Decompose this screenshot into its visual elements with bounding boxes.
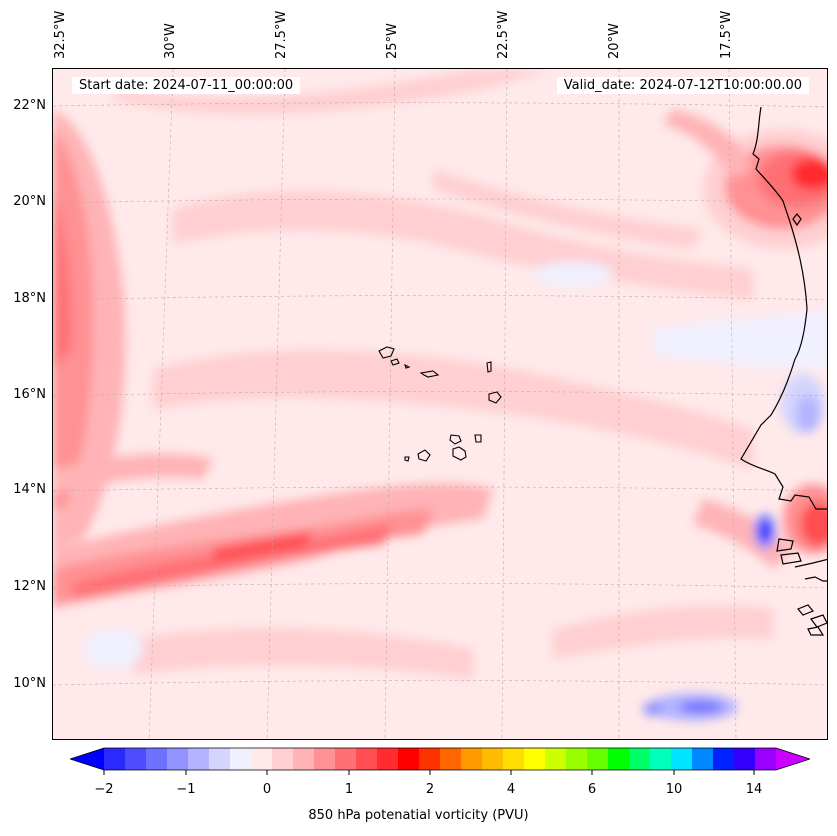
- colorbar-bin: [608, 748, 630, 770]
- colorbar: [70, 747, 810, 775]
- colorbar-min-extension: [70, 748, 104, 770]
- colorbar-bin: [671, 748, 693, 770]
- colorbar-bin: [230, 748, 252, 770]
- colorbar-bin: [167, 748, 189, 770]
- lon-label-27-5w: 27.5°W: [274, 10, 289, 59]
- africa-coastline: [740, 106, 827, 636]
- colorbar-bin: [692, 748, 714, 770]
- lon-label-17-5w: 17.5°W: [719, 10, 734, 59]
- map-panel[interactable]: Start date: 2024-07-11_00:00:00 Valid_da…: [52, 68, 828, 740]
- start-date-box: Start date: 2024-07-11_00:00:00: [72, 77, 301, 94]
- colorbar-max-extension: [776, 748, 810, 770]
- colorbar-bin: [503, 748, 525, 770]
- colorbar-bin: [419, 748, 441, 770]
- colorbar-bin: [629, 748, 651, 770]
- cb-tick-6: 6: [587, 782, 597, 797]
- cb-tick-4: 4: [506, 782, 516, 797]
- colorbar-bin: [251, 748, 273, 770]
- colorbar-bin: [146, 748, 168, 770]
- cb-tick-minus-1: −1: [176, 782, 196, 797]
- cb-tick-1: 1: [344, 782, 354, 797]
- colorbar-bin: [482, 748, 504, 770]
- lon-label-22-5w: 22.5°W: [496, 10, 511, 59]
- colorbar-bin: [335, 748, 357, 770]
- colorbar-bin: [398, 748, 420, 770]
- colorbar-bin: [587, 748, 609, 770]
- lon-label-20w: 20°W: [607, 23, 622, 59]
- colorbar-bin: [524, 748, 546, 770]
- lon-label-30w: 30°W: [163, 23, 178, 59]
- graticule: [53, 69, 827, 739]
- colorbar-bin: [104, 748, 126, 770]
- colorbar-bin: [314, 748, 336, 770]
- colorbar-bin: [356, 748, 378, 770]
- lat-label-10n: 10°N: [13, 676, 46, 691]
- lon-label-25w: 25°W: [385, 23, 400, 59]
- cb-tick-10: 10: [665, 782, 683, 797]
- lat-label-22n: 22°N: [13, 98, 46, 113]
- valid-date-box: Valid_date: 2024-07-12T10:00:00.00: [556, 77, 809, 94]
- pv-contour-map: [53, 69, 827, 739]
- colorbar-bin: [755, 748, 777, 770]
- colorbar-bin: [440, 748, 462, 770]
- cb-tick-14: 14: [745, 782, 763, 797]
- lat-label-16n: 16°N: [13, 387, 46, 402]
- valid-date-text: Valid_date: 2024-07-12T10:00:00.00: [563, 78, 802, 93]
- pv-field-shading: [53, 69, 827, 721]
- colorbar-bin: [125, 748, 147, 770]
- colorbar-bin: [293, 748, 315, 770]
- colorbar-bin: [734, 748, 756, 770]
- colorbar-bin: [377, 748, 399, 770]
- colorbar-bin: [566, 748, 588, 770]
- colorbar-bin: [461, 748, 483, 770]
- colorbar-bin: [545, 748, 567, 770]
- lat-label-12n: 12°N: [13, 579, 46, 594]
- lon-label-32-5w: 32.5°W: [53, 10, 68, 59]
- cape-verde-islands: [378, 346, 502, 462]
- lat-label-18n: 18°N: [13, 291, 46, 306]
- colorbar-bin: [713, 748, 735, 770]
- start-date-text: Start date: 2024-07-11_00:00:00: [79, 78, 294, 93]
- colorbar-label: 850 hPa potenatial vorticity (PVU): [308, 808, 529, 823]
- colorbar-bin: [209, 748, 231, 770]
- cb-tick-2: 2: [425, 782, 435, 797]
- lat-label-14n: 14°N: [13, 482, 46, 497]
- cb-tick-0: 0: [262, 782, 272, 797]
- colorbar-bin: [188, 748, 210, 770]
- lat-label-20n: 20°N: [13, 194, 46, 209]
- cb-tick-minus-2: −2: [94, 782, 114, 797]
- colorbar-bin: [650, 748, 672, 770]
- colorbar-bin: [272, 748, 294, 770]
